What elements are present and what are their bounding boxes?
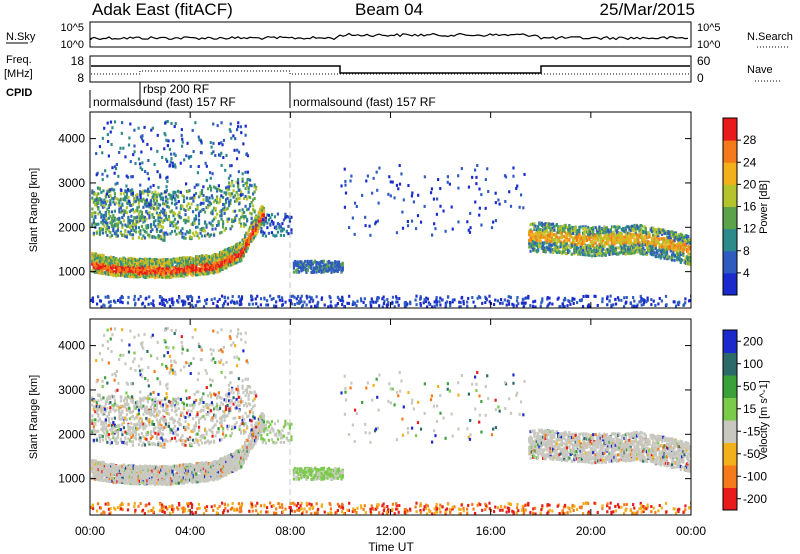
freq-right-tick-top: 60 (697, 54, 711, 68)
x-tick-label: 20:00 (576, 524, 606, 538)
noise-right-tick-bottom: 10^0 (697, 39, 721, 51)
cpid-segment-3: normalsound (fast) 157 RF (293, 95, 436, 109)
power-y-axis-label: Slant Range [km] (28, 168, 40, 252)
y-tick-label: 3000 (58, 383, 85, 397)
colorbar-tick-label: 4 (743, 266, 750, 280)
colorbar-tick-label: 100 (743, 357, 763, 371)
y-tick-label: 1000 (58, 472, 85, 486)
colorbar-tick-label: 12 (743, 222, 757, 236)
freq-right-tick-bottom: 0 (697, 71, 704, 85)
noise-left-label: N.Sky (6, 31, 36, 43)
noise-left-tick-top: 10^5 (60, 22, 84, 34)
colorbar-tick-label: -100 (743, 469, 767, 483)
colorbar-tick-label: 16 (743, 200, 757, 214)
freq-left-label-2: [MHz] (4, 68, 33, 80)
noise-panel: N.Sky 10^5 10^0 10^5 10^0 N.Search (6, 22, 793, 51)
x-tick-label: 00:00 (75, 524, 105, 538)
y-tick-label: 4000 (58, 339, 85, 353)
power-data-marks (90, 120, 692, 309)
y-tick-label: 2000 (58, 427, 85, 441)
power-colorbar: 4 8 12 16 20 24 28 Power [dB] (723, 118, 770, 296)
velocity-colorbar-label: Velocity [m s^-1] (758, 380, 770, 460)
colorbar-tick-label: 24 (743, 155, 757, 169)
colorbar-tick-label: 15 (743, 402, 757, 416)
power-panel: 1000 2000 3000 4000 Slant Range [km] (28, 112, 692, 309)
y-tick-label: 4000 (58, 132, 85, 146)
y-tick-label: 1000 (58, 265, 85, 279)
time-axis-label: Time UT (368, 540, 414, 554)
x-tick-label: 08:00 (275, 524, 305, 538)
radar-summary-plot: Adak East (fitACF) Beam 04 25/Mar/2015 N… (0, 0, 800, 554)
colorbar-tick-label: 20 (743, 177, 757, 191)
colorbar-tick-label: 200 (743, 334, 763, 348)
plot-title-date: 25/Mar/2015 (600, 0, 695, 19)
freq-left-label-1: Freq. (6, 54, 32, 66)
colorbar-tick-label: 8 (743, 244, 750, 258)
noise-left-tick-bottom: 10^0 (60, 39, 84, 51)
x-tick-label: 00:00 (676, 524, 706, 538)
x-tick-label: 12:00 (375, 524, 405, 538)
plot-title-radar: Adak East (fitACF) (92, 0, 233, 19)
cpid-segment-1: normalsound (fast) 157 RF (93, 95, 236, 109)
x-tick-label: 04:00 (175, 524, 205, 538)
noise-right-label: N.Search (747, 31, 793, 43)
velocity-y-axis-label: Slant Range [km] (28, 375, 40, 459)
colorbar-tick-label: 50 (743, 379, 757, 393)
plot-title-beam: Beam 04 (355, 0, 423, 19)
nave-label: Nave (747, 64, 773, 76)
colorbar-tick-label: -200 (743, 492, 767, 506)
y-tick-label: 2000 (58, 220, 85, 234)
velocity-data-marks (90, 327, 692, 516)
noise-right-tick-top: 10^5 (697, 22, 721, 34)
velocity-panel: 1000 2000 3000 4000 00:00 04:00 08:00 12:00 16:… (28, 112, 706, 554)
x-tick-label: 16:00 (476, 524, 506, 538)
y-tick-label: 3000 (58, 176, 85, 190)
colorbar-tick-label: 28 (743, 133, 757, 147)
freq-left-tick-top: 18 (71, 54, 85, 68)
freq-left-tick-bottom: 8 (77, 71, 84, 85)
cpid-panel: CPID normalsound (fast) 157 RF rbsp 200 … (6, 82, 436, 109)
frequency-trace (91, 66, 690, 73)
cpid-segment-2: rbsp 200 RF (143, 82, 209, 96)
noise-trace (91, 34, 688, 41)
cpid-label: CPID (6, 87, 32, 99)
frequency-panel: Freq. [MHz] 18 8 60 0 Nave (4, 54, 781, 85)
power-colorbar-label: Power [dB] (758, 180, 770, 234)
